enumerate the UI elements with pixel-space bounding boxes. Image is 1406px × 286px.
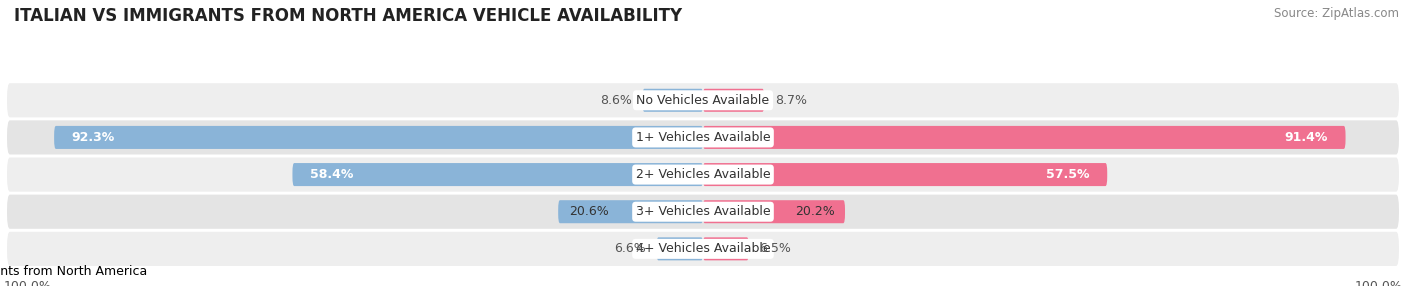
FancyBboxPatch shape <box>703 126 1346 149</box>
FancyBboxPatch shape <box>7 158 1399 192</box>
FancyBboxPatch shape <box>643 89 703 112</box>
Text: 92.3%: 92.3% <box>72 131 115 144</box>
Text: No Vehicles Available: No Vehicles Available <box>637 94 769 107</box>
Text: 6.6%: 6.6% <box>614 242 647 255</box>
FancyBboxPatch shape <box>7 83 1399 117</box>
Text: 1+ Vehicles Available: 1+ Vehicles Available <box>636 131 770 144</box>
FancyBboxPatch shape <box>7 120 1399 154</box>
FancyBboxPatch shape <box>703 200 845 223</box>
FancyBboxPatch shape <box>55 126 703 149</box>
FancyBboxPatch shape <box>657 237 703 260</box>
Text: 91.4%: 91.4% <box>1285 131 1329 144</box>
Text: 20.6%: 20.6% <box>569 205 609 218</box>
Text: 4+ Vehicles Available: 4+ Vehicles Available <box>636 242 770 255</box>
Text: 20.2%: 20.2% <box>794 205 835 218</box>
FancyBboxPatch shape <box>703 237 749 260</box>
Text: 6.5%: 6.5% <box>759 242 792 255</box>
FancyBboxPatch shape <box>703 163 1108 186</box>
FancyBboxPatch shape <box>7 195 1399 229</box>
FancyBboxPatch shape <box>558 200 703 223</box>
Text: Source: ZipAtlas.com: Source: ZipAtlas.com <box>1274 7 1399 20</box>
Text: 58.4%: 58.4% <box>311 168 353 181</box>
FancyBboxPatch shape <box>292 163 703 186</box>
Text: 57.5%: 57.5% <box>1046 168 1090 181</box>
Text: 3+ Vehicles Available: 3+ Vehicles Available <box>636 205 770 218</box>
Text: 8.7%: 8.7% <box>775 94 807 107</box>
Text: 100.0%: 100.0% <box>3 281 52 286</box>
Legend: Italian, Immigrants from North America: Italian, Immigrants from North America <box>0 265 148 278</box>
Text: 100.0%: 100.0% <box>1354 281 1403 286</box>
FancyBboxPatch shape <box>703 89 765 112</box>
FancyBboxPatch shape <box>7 232 1399 266</box>
Text: 2+ Vehicles Available: 2+ Vehicles Available <box>636 168 770 181</box>
Text: 8.6%: 8.6% <box>600 94 633 107</box>
Text: ITALIAN VS IMMIGRANTS FROM NORTH AMERICA VEHICLE AVAILABILITY: ITALIAN VS IMMIGRANTS FROM NORTH AMERICA… <box>14 7 682 25</box>
